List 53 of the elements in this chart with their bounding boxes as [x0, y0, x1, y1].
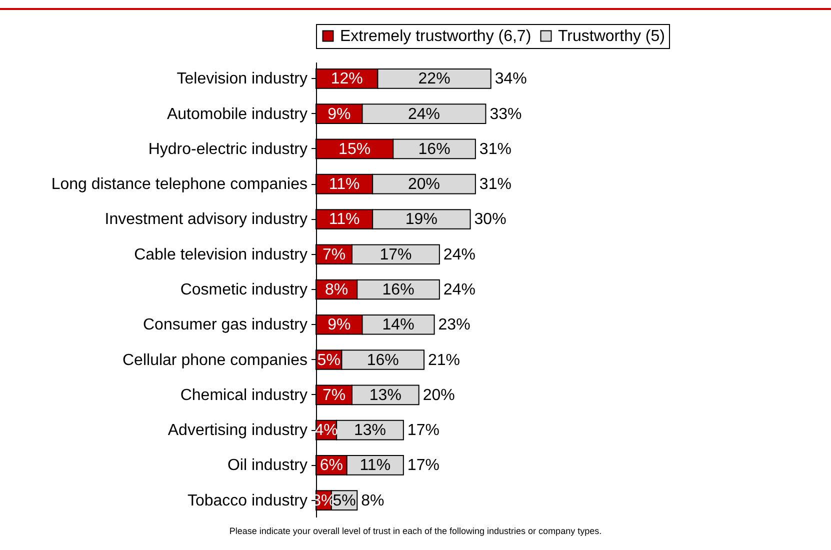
y-tick-label: Consumer gas industry — [142, 316, 308, 334]
data-label: 17% — [380, 246, 412, 264]
data-label: 9% — [328, 106, 351, 123]
data-label: 11% — [328, 211, 360, 228]
total-label: 31% — [479, 176, 512, 194]
data-label: 8% — [325, 282, 348, 298]
data-label: 5% — [317, 352, 340, 369]
total-label: 17% — [407, 422, 440, 440]
y-tick-label: Tobacco industry — [187, 492, 308, 510]
total-label: 20% — [422, 386, 455, 404]
y-tick-label: Cellular phone companies — [122, 352, 308, 369]
total-label: 33% — [490, 106, 522, 123]
y-tick-label: Television industry — [176, 70, 308, 88]
y-tick-label: Chemical industry — [180, 386, 308, 404]
data-label: 16% — [366, 352, 399, 369]
y-tick-label: Advertising industry — [168, 422, 308, 440]
data-label: 7% — [322, 246, 346, 264]
total-label: 21% — [428, 352, 460, 369]
data-label: 13% — [354, 422, 386, 440]
total-label: 31% — [479, 140, 512, 158]
data-label: 9% — [328, 316, 351, 334]
data-label: 13% — [369, 386, 402, 404]
data-label: 11% — [328, 176, 360, 194]
data-label: 22% — [418, 70, 450, 88]
data-label: 7% — [322, 386, 346, 404]
y-tick-label: Long distance telephone companies — [51, 176, 308, 194]
data-label: 24% — [408, 106, 440, 123]
data-label: 5% — [332, 492, 356, 510]
total-label: 30% — [474, 211, 506, 228]
data-label: 11% — [360, 457, 391, 474]
y-tick-label: Cable television industry — [134, 246, 308, 264]
text: Please indicate your overall level of trust in each of the following industries or company types. — [228, 526, 603, 536]
data-label: 14% — [382, 316, 414, 334]
data-label: 19% — [405, 211, 438, 228]
legend-label: Trustworthy (5) — [558, 28, 665, 45]
y-tick-label: Hydro-electric industry — [148, 140, 308, 158]
data-label: 20% — [408, 176, 440, 194]
data-label: 16% — [418, 140, 450, 158]
data-label: 6% — [320, 457, 343, 474]
total-label: 24% — [443, 246, 476, 264]
total-label: 17% — [407, 457, 440, 474]
total-label: 34% — [494, 70, 527, 88]
data-label: 12% — [330, 70, 363, 88]
y-tick-label: Investment advisory industry — [104, 211, 308, 228]
y-tick-label: Automobile industry — [166, 106, 308, 123]
y-tick-label: Cosmetic industry — [180, 282, 308, 298]
total-label: 8% — [361, 492, 384, 510]
total-label: 24% — [443, 282, 476, 298]
y-tick-label: Oil industry — [227, 457, 308, 474]
legend-label: Extremely trustworthy (6,7) — [340, 28, 532, 45]
data-label: 16% — [382, 282, 414, 298]
total-label: 23% — [438, 316, 470, 334]
data-label: 15% — [338, 140, 371, 158]
